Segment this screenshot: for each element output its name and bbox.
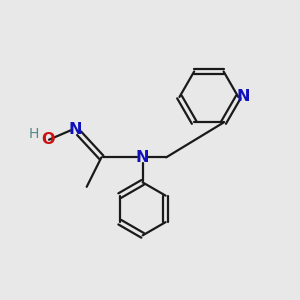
Text: H: H bbox=[29, 128, 40, 141]
Text: O: O bbox=[41, 132, 55, 147]
Text: N: N bbox=[68, 122, 82, 137]
Text: N: N bbox=[136, 150, 149, 165]
Text: N: N bbox=[237, 89, 250, 104]
